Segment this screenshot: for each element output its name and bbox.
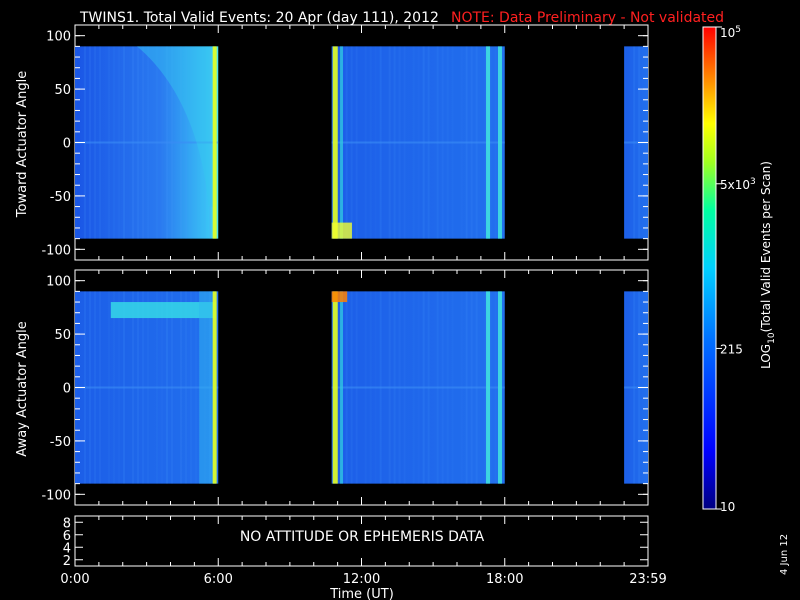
bright-band xyxy=(332,46,338,239)
y-tick-label: -50 xyxy=(50,190,71,205)
preliminary-note: NOTE: Data Preliminary - Not validated xyxy=(451,10,724,26)
colorbar-label: LOG10(Total Valid Events per Scan) xyxy=(759,161,777,369)
plume-region xyxy=(137,46,216,207)
time-axis: 0:00 6:00 12:00 18:00 23:59 xyxy=(60,25,667,587)
x-axis-label: Time (UT) xyxy=(329,587,394,600)
hot-spot xyxy=(331,291,348,303)
bright-band xyxy=(486,46,491,239)
toward-y-axis: 100 50 0 -50 -100 xyxy=(41,30,648,258)
upper-band xyxy=(110,302,216,319)
hot-spot xyxy=(331,222,352,239)
colorbar-tick-label: 215 xyxy=(720,342,743,356)
x-tick-label: 12:00 xyxy=(343,572,380,587)
generation-date: 4 Jun 12 xyxy=(779,534,790,575)
y-tick-label: 50 xyxy=(54,328,71,343)
bright-band xyxy=(486,291,491,484)
zero-line xyxy=(624,386,648,389)
colorbar-label-main: LOG xyxy=(759,344,773,369)
away-spectrogram xyxy=(75,291,648,484)
zero-line xyxy=(75,141,219,144)
zero-line xyxy=(331,141,505,144)
edge-glow xyxy=(199,291,216,484)
away-y-axis: 100 50 0 -50 -100 xyxy=(41,275,648,503)
colorbar-tick-label: 10 xyxy=(720,500,735,514)
eph-y-tick-label: 8 xyxy=(63,516,71,531)
y-tick-label: 100 xyxy=(46,30,71,45)
colorbar-ticks: 10 215 5x103 105 xyxy=(716,25,756,514)
cyan-column xyxy=(340,46,344,239)
y-tick-label: -50 xyxy=(50,435,71,450)
y-tick-label: 0 xyxy=(63,137,71,152)
x-tick-label: 6:00 xyxy=(204,572,233,587)
bright-band xyxy=(212,46,217,239)
cyan-column xyxy=(340,291,344,484)
away-y-label: Away Actuator Angle xyxy=(15,321,30,456)
colorbar-gradient xyxy=(702,26,717,510)
colorbar-label-sub: 10 xyxy=(767,332,777,344)
zero-line xyxy=(331,386,505,389)
eph-y-tick-label: 4 xyxy=(63,541,71,556)
y-tick-label: 0 xyxy=(63,382,71,397)
y-tick-label: 100 xyxy=(46,275,71,290)
colorbar-tick-label: 5x103 xyxy=(720,177,756,192)
no-data-message: NO ATTITUDE OR EPHEMERIS DATA xyxy=(240,529,485,545)
away-panel: 100 50 0 -50 -100 Away Actuator Angle xyxy=(15,269,649,506)
x-tick-label: 0:00 xyxy=(60,572,89,587)
toward-spectrogram xyxy=(75,46,648,239)
x-tick-label: 18:00 xyxy=(486,572,523,587)
eph-y-tick-label: 2 xyxy=(63,554,71,569)
y-tick-label: 50 xyxy=(54,83,71,98)
zero-line xyxy=(624,141,648,144)
colorbar-label-rest: (Total Valid Events per Scan) xyxy=(759,161,773,332)
eph-y-tick-label: 6 xyxy=(63,529,71,544)
toward-y-label: Toward Actuator Angle xyxy=(15,71,30,218)
bright-band xyxy=(497,46,502,239)
ephemeris-panel-frame xyxy=(74,515,649,567)
y-tick-label: -100 xyxy=(41,243,71,258)
x-tick-label: 23:59 xyxy=(629,572,666,587)
chart-title: TWINS1. Total Valid Events: 20 Apr (day … xyxy=(79,10,439,26)
y-tick-label: -100 xyxy=(41,488,71,503)
bright-band xyxy=(497,291,502,484)
colorbar-tick-label: 105 xyxy=(720,25,741,40)
bright-band xyxy=(212,291,217,484)
toward-panel: 100 50 0 -50 -100 Toward Actuator Angle xyxy=(15,24,649,261)
bright-band xyxy=(332,291,338,484)
zero-line xyxy=(75,386,219,389)
